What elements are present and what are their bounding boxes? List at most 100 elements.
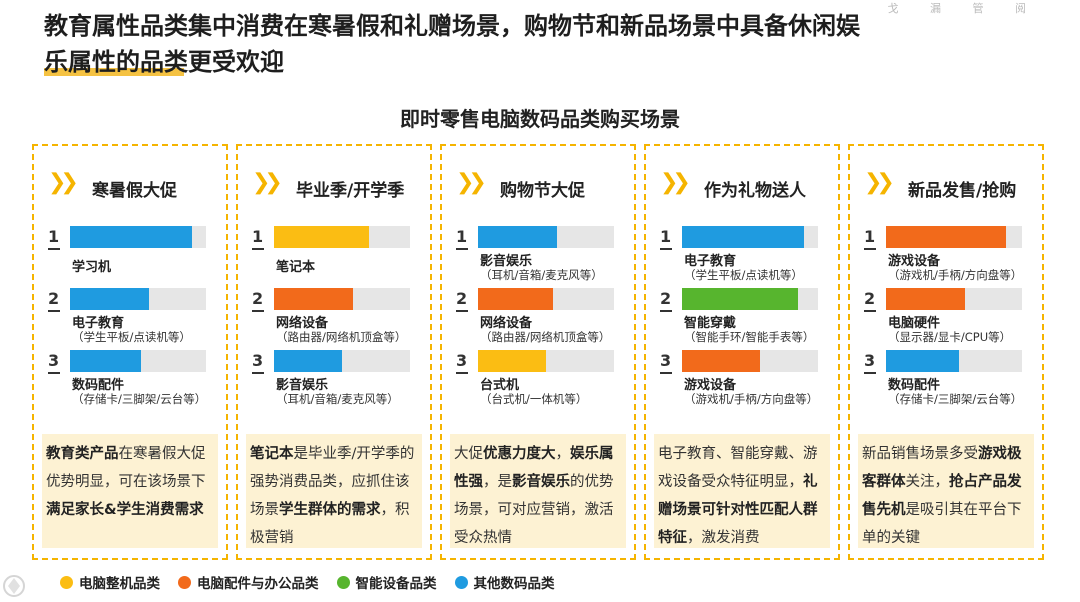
scenario-note: 新品销售场景多受游戏极客群体关注，抢占产品发售先机是吸引其在平台下单的关键 [858,434,1034,548]
item-subtitle: （路由器/网络机顶盒等） [276,330,407,344]
item-subtitle: （存储卡/三脚架/云台等） [72,392,207,406]
rank-bar-track [682,350,818,372]
rank-bar-fill [886,288,965,310]
rank-bar-track [478,226,614,248]
legend-dot-icon [336,575,350,589]
title-line-2: 乐属性的品类更受欢迎 [44,48,284,76]
legend-dot-icon [178,575,191,589]
rank-number: 1 [660,227,672,246]
note-emphasis: 学生群体的需求 [279,502,381,518]
rank-bar-fill [274,226,370,248]
chevron-double-icon: ❯❯ [456,170,487,195]
rank-bar-fill [70,226,193,248]
rank-bar-fill [274,288,353,310]
rank-number: 3 [660,351,672,370]
rank-number: 1 [48,227,60,246]
item-name: 影音娱乐 [276,378,329,393]
rank-bar-track [478,288,614,310]
rank-bar-fill [70,350,141,372]
note-text: 在寒暑假大促优势明显，可在该场景下 [46,446,206,490]
rank-underline [48,372,60,374]
scenario-note: 教育类产品在寒暑假大促优势明显，可在该场景下满足家长&学生消费需求 [42,434,218,548]
rank-bar-track [274,226,410,248]
rank-bar-fill [682,226,805,248]
rank-underline [48,310,60,312]
rank-underline [48,248,60,250]
note-text: ， [555,446,571,462]
item-name: 游戏设备 [684,378,737,393]
title-line-1: 教育属性品类集中消费在寒暑假和礼赠场景，购物节和新品场景中具备休闲娱 [44,12,860,40]
item-name: 数码配件 [888,378,941,393]
note-text: 是毕业季/开学季的强势消费品类，应抓住该场景 [250,446,415,518]
chevron-double-icon: ❯❯ [660,170,691,195]
legend-item: 智能设备品类 [336,572,437,592]
rank-number: 3 [456,351,468,370]
note-text: 是吸引其在平台下单的关键 [862,502,1022,546]
item-subtitle: （显示器/显卡/CPU等） [888,330,1012,344]
item-subtitle: （游戏机/手柄/方向盘等） [684,392,819,406]
note-emphasis: 抢占产品发售先机 [862,474,1022,518]
watermark-logo [3,575,25,597]
scenario-note: 笔记本是毕业季/开学季的强势消费品类，应抓住该场景学生群体的需求，积极营销 [246,434,422,548]
item-name: 影音娱乐 [480,254,533,269]
item-name: 游戏设备 [888,254,941,269]
rank-bar-track [886,350,1022,372]
rank-bar-fill [274,350,342,372]
rank-underline [456,248,468,250]
note-emphasis: 满足家长&学生消费需求 [46,502,204,518]
item-name: 台式机 [480,378,520,393]
item-subtitle: （智能手环/智能手表等） [684,330,815,344]
rank-underline [456,310,468,312]
item-subtitle: （耳机/音箱/麦克风等） [480,268,603,282]
item-subtitle: （学生平板/点读机等） [72,330,191,344]
rank-underline [660,310,672,312]
rank-bar-fill [70,288,149,310]
section-subtitle: 即时零售电脑数码品类购买场景 [400,107,680,131]
item-subtitle: （路由器/网络机顶盒等） [480,330,611,344]
rank-underline [456,372,468,374]
rank-bar-fill [886,226,1006,248]
rank-bar-track [70,350,206,372]
rank-bar-track [70,288,206,310]
item-name: 网络设备 [480,316,533,331]
rank-bar-track [886,288,1022,310]
note-text: 电子教育、智能穿戴、游戏设备受众特征明显， [658,446,818,490]
rank-number: 3 [252,351,264,370]
item-name: 智能穿戴 [684,316,737,331]
rank-underline [864,248,876,250]
legend-label: 其他数码品类 [473,576,555,592]
scenario-heading: 新品发售/抢购 [908,181,1017,201]
note-text: ，激发消费 [687,530,760,546]
note-emphasis: 娱乐属性强 [454,446,614,490]
rank-bar-fill [478,350,546,372]
note-text: ，积极营销 [250,502,410,546]
chevron-double-icon: ❯❯ [48,170,79,195]
rank-bar-track [478,350,614,372]
item-subtitle: （学生平板/点读机等） [684,268,803,282]
rank-number: 2 [660,289,672,308]
item-subtitle: （游戏机/手柄/方向盘等） [888,268,1023,282]
note-emphasis: 优惠力度大 [483,446,556,462]
note-text: 的优势场景，可对应营销，激活受众热情 [454,474,614,546]
item-name: 笔记本 [276,260,316,275]
scenario-column-1: ❯❯ 寒暑假大促 1 学习机 2 电子教育 （学生平板/点读机等） 3 数码配件 （存储卡/三脚架… [32,144,228,560]
item-subtitle: （存储卡/三脚架/云台等） [888,392,1023,406]
rank-underline [864,310,876,312]
page-title: 教育属性品类集中消费在寒暑假和礼赠场景，购物节和新品场景中具备休闲娱 乐属性的品… [44,8,1044,80]
rank-bar-track [682,288,818,310]
rank-number: 3 [48,351,60,370]
item-name: 数码配件 [72,378,125,393]
item-name: 学习机 [72,260,112,275]
scenario-heading: 作为礼物送人 [704,181,806,201]
rank-number: 1 [252,227,264,246]
rank-bar-track [70,226,206,248]
note-text: 关注， [905,474,950,490]
scenario-column-2: ❯❯ 毕业季/开学季 1 笔记本 2 网络设备 （路由器/网络机顶盒等） 3 影音娱乐 （耳机/音… [236,144,432,560]
rank-underline [252,248,264,250]
item-name: 电脑硬件 [888,316,941,331]
scenario-note: 电子教育、智能穿戴、游戏设备受众特征明显，礼赠场景可针对性匹配人群特征，激发消费 [654,434,830,548]
rank-bar-track [682,226,818,248]
item-subtitle: （台式机/一体机等） [480,392,588,406]
rank-bar-fill [682,350,760,372]
scenario-heading: 购物节大促 [500,181,585,201]
